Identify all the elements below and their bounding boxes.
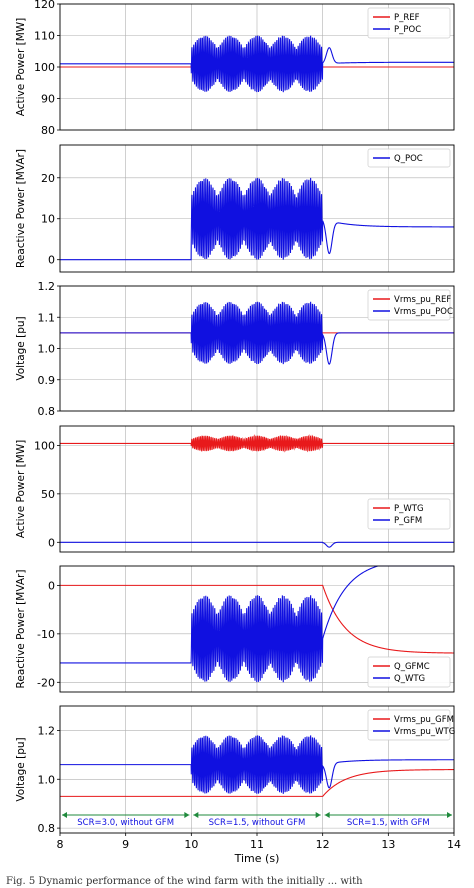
y-tick-label: 1.2 [38,280,56,293]
arrowhead-right [184,812,190,818]
legend-entry: Vrms_pu_WTG [394,727,455,737]
y-axis-label: Active Power [MW] [15,18,27,117]
legend-box [367,289,451,321]
y-tick-label: 0.8 [38,405,56,418]
plot-frame [59,3,455,131]
legend-entry: Vrms_pu_GFM [394,715,454,725]
y-tick-label: 100 [34,439,55,452]
legend-box [367,7,451,39]
legend: Vrms_pu_REF Vrms_pu_POC [367,289,453,321]
y-tick-label: 110 [34,30,55,43]
y-tick-label: 10 [41,213,55,226]
y-tick-label: 0.8 [38,822,56,835]
x-tick-label: 12 [316,838,330,851]
panel-5: -20 -10 0 Reactive Power [MVAr] Q_GFMC Q_WTG [15,565,455,693]
x-tick-label: 9 [122,838,129,851]
x-tick-label: 10 [184,838,198,851]
legend-box [367,498,451,530]
legend-entry: P_POC [394,25,421,35]
y-axis-label: Reactive Power [MVAr] [15,149,27,268]
x-tick-label: 8 [57,838,64,851]
y-tick-label: 20 [41,172,55,185]
y-tick-label: 80 [41,124,55,137]
legend-box [367,709,451,741]
annotation-label: SCR=1.5, with GFM [347,818,430,828]
y-axis-label: Voltage [pu] [15,737,27,801]
plot-frame [59,425,455,553]
y-tick-label: 100 [34,61,55,74]
x-tick-label: 13 [381,838,395,851]
arrowhead-right [447,812,452,818]
legend-entry: P_REF [394,13,420,23]
y-tick-label: 120 [34,0,55,11]
legend: P_WTG P_GFM [367,498,451,530]
y-axis-label: Voltage [pu] [15,316,27,380]
legend-entry: Q_POC [394,154,423,164]
legend: Q_GFMC Q_WTG [367,656,451,688]
legend-entry: Vrms_pu_REF [394,295,451,305]
plot-frame [59,565,455,693]
series-line-vrms-pu-wtg [60,735,454,794]
y-tick-label: 1.1 [38,311,56,324]
annotation-label: SCR=1.5, without GFM [209,818,306,828]
series-line-p-wtg [60,434,454,453]
x-tick-label: 11 [250,838,264,851]
y-tick-label: 1.2 [38,724,56,737]
series-line-q-gfmc [60,584,455,654]
annotation-label: SCR=3.0, without GFM [77,818,174,828]
y-tick-label: 0 [48,579,55,592]
y-tick-label: 0.9 [38,374,56,387]
y-tick-label: -20 [37,676,55,689]
y-tick-label: 1.0 [38,343,56,356]
legend-box [367,148,451,168]
scr-annotation: SCR=1.5, with GFM [324,812,452,828]
series-line-q-poc [60,177,454,261]
y-tick-label: 0 [48,254,55,267]
figure-caption: Fig. 5 Dynamic performance of the wind f… [6,876,363,887]
panel-4: 0 50 100 Active Power [MW] P_WTG P_GFM [15,425,455,553]
legend-box [367,656,451,688]
legend-entry: Q_WTG [394,674,425,684]
plot-frame [59,144,455,273]
legend: P_REF P_POC [367,7,451,39]
legend-entry: P_WTG [394,504,424,514]
series-line-p-gfm [60,541,454,548]
series-line-p-poc [60,35,454,93]
panel-2: 0 10 20 Reactive Power [MVAr] Q_POC [15,144,455,273]
arrowhead-left [324,812,330,818]
y-tick-label: 50 [41,488,55,501]
plot-frame [59,285,455,412]
legend: Vrms_pu_GFM Vrms_pu_WTG [367,709,455,741]
scr-annotation: SCR=1.5, without GFM [193,812,321,828]
series-line-vrms-pu-poc [60,301,454,365]
y-tick-label: 0 [48,536,55,549]
y-axis-label: Reactive Power [MVAr] [15,570,27,689]
arrowhead-left [62,812,67,818]
scr-annotation: SCR=3.0, without GFM [62,812,190,828]
legend: Q_POC [367,148,451,168]
y-axis-label: Active Power [MW] [15,440,27,539]
legend-entry: Vrms_pu_POC [394,307,453,317]
panel-1: 80 90 100 110 120 Active Power [MW] P_REF P_POC [15,0,455,137]
x-tick-label: 14 [447,838,461,851]
arrowhead-left [193,812,199,818]
y-tick-label: 1.0 [38,773,56,786]
x-axis-label: Time (s) [234,852,280,865]
series-line-vrms-pu-gfm [60,769,454,797]
y-tick-label: 90 [41,93,55,106]
legend-entry: Q_GFMC [394,662,430,672]
legend-entry: P_GFM [394,516,422,526]
arrowhead-right [315,812,321,818]
y-tick-label: -10 [37,628,55,641]
